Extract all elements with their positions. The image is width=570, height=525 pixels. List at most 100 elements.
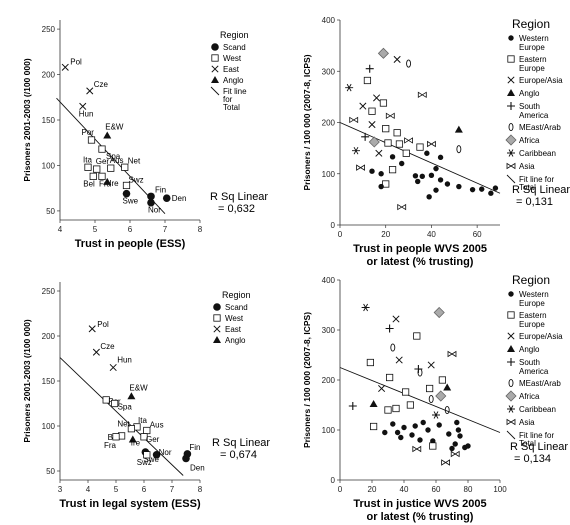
y-tick-label: 0 [331, 476, 336, 485]
legend-label: Scand [223, 43, 246, 52]
data-point [140, 433, 148, 441]
legend: Region Scand West East Anglo [213, 290, 251, 345]
point-label: Aus [110, 156, 124, 165]
data-point [428, 394, 434, 404]
data-point [349, 116, 359, 124]
data-point [127, 425, 135, 433]
data-point [444, 181, 451, 187]
data-point [147, 198, 155, 207]
x-tick-label: 60 [432, 485, 441, 494]
x-tick-label: 40 [400, 485, 409, 494]
data-point [419, 173, 425, 180]
data-point [417, 91, 427, 99]
legend-label: Africa [519, 392, 540, 401]
data-point [348, 402, 357, 410]
point-label: Den [172, 194, 187, 203]
point-label: Ger [96, 157, 110, 166]
data-point [394, 429, 401, 436]
data-point [98, 145, 106, 153]
legend-label: Asia [519, 418, 535, 427]
y-tick-label: 250 [42, 287, 56, 296]
data-point [147, 192, 155, 201]
y-tick-label: 200 [322, 119, 336, 128]
legend-marker [213, 336, 221, 343]
legend-label: Africa [519, 136, 540, 145]
legend-label: South [519, 102, 540, 111]
data-point [437, 177, 444, 183]
legend-marker [507, 149, 515, 157]
data-point [93, 165, 101, 173]
legend-label: East [225, 325, 242, 334]
point-label: Por [82, 128, 95, 137]
data-point [412, 173, 419, 179]
data-point [492, 185, 499, 191]
legend-marker [507, 332, 515, 340]
x-tick-label: 20 [381, 230, 390, 239]
data-point [393, 129, 401, 137]
data-point [112, 433, 120, 441]
x-tick-label: 5 [93, 225, 98, 234]
data-point [103, 177, 112, 185]
legend-marker [507, 89, 515, 96]
y-tick-label: 400 [322, 16, 336, 25]
legend-label: Anglo [519, 345, 540, 354]
data-point [121, 163, 129, 171]
data-point [402, 149, 410, 157]
legend-marker [507, 311, 515, 319]
data-point [465, 443, 471, 449]
data-point [382, 180, 390, 188]
legend-label: MEast/Arab [519, 123, 561, 132]
data-point [390, 343, 396, 352]
data-point [450, 450, 460, 458]
legend-marker [508, 291, 514, 297]
point-label: Pol [70, 57, 82, 66]
legend-title: Region [222, 290, 251, 300]
legend-marker [505, 390, 517, 402]
point-label: Swe [143, 455, 159, 464]
data-point [385, 112, 395, 120]
legend-label: Total [223, 103, 240, 112]
data-point [417, 368, 423, 377]
data-point [447, 350, 457, 358]
data-point [456, 183, 462, 190]
legend-label: Eastern [519, 311, 547, 320]
data-point [479, 186, 485, 192]
point-label: Bel [83, 179, 95, 188]
legend-marker [507, 345, 515, 352]
point-label: Spa [118, 403, 133, 412]
rsq-label: R Sq Linear [210, 191, 268, 203]
data-point [427, 361, 435, 369]
y-axis-title: Prisoners 2001-2003 (/100 000) [22, 58, 32, 182]
legend-marker [506, 418, 516, 426]
x-tick-label: 100 [493, 485, 507, 494]
y-tick-label: 100 [42, 161, 56, 170]
legend-marker [508, 35, 514, 41]
rsq-value: = 0,632 [218, 203, 255, 215]
legend-marker [211, 76, 219, 83]
legend-marker [508, 378, 514, 388]
legend-marker [507, 358, 515, 366]
data-point [449, 445, 455, 452]
point-label: Pol [97, 320, 109, 329]
data-point [377, 47, 389, 59]
chart-panel-4: 0 20 40 60 80 100 0 100 200 300 400 Trust in justic… [302, 273, 568, 523]
data-point [107, 164, 115, 172]
point-label: E&W [129, 383, 148, 392]
data-point [103, 131, 112, 139]
y-tick-label: 150 [42, 377, 56, 386]
data-point [84, 163, 92, 171]
data-point [369, 422, 378, 431]
y-tick-label: 100 [322, 426, 336, 435]
point-label: Ita [83, 155, 92, 164]
x-tick-label: 40 [427, 230, 436, 239]
data-point [417, 437, 423, 443]
y-tick-label: 150 [42, 116, 56, 125]
data-point [430, 438, 436, 444]
legend-marker [507, 405, 515, 413]
data-point [368, 136, 380, 148]
data-point [378, 384, 386, 393]
y-tick-label: 400 [322, 276, 336, 285]
y-tick-label: 0 [331, 221, 336, 230]
data-point [152, 451, 161, 459]
